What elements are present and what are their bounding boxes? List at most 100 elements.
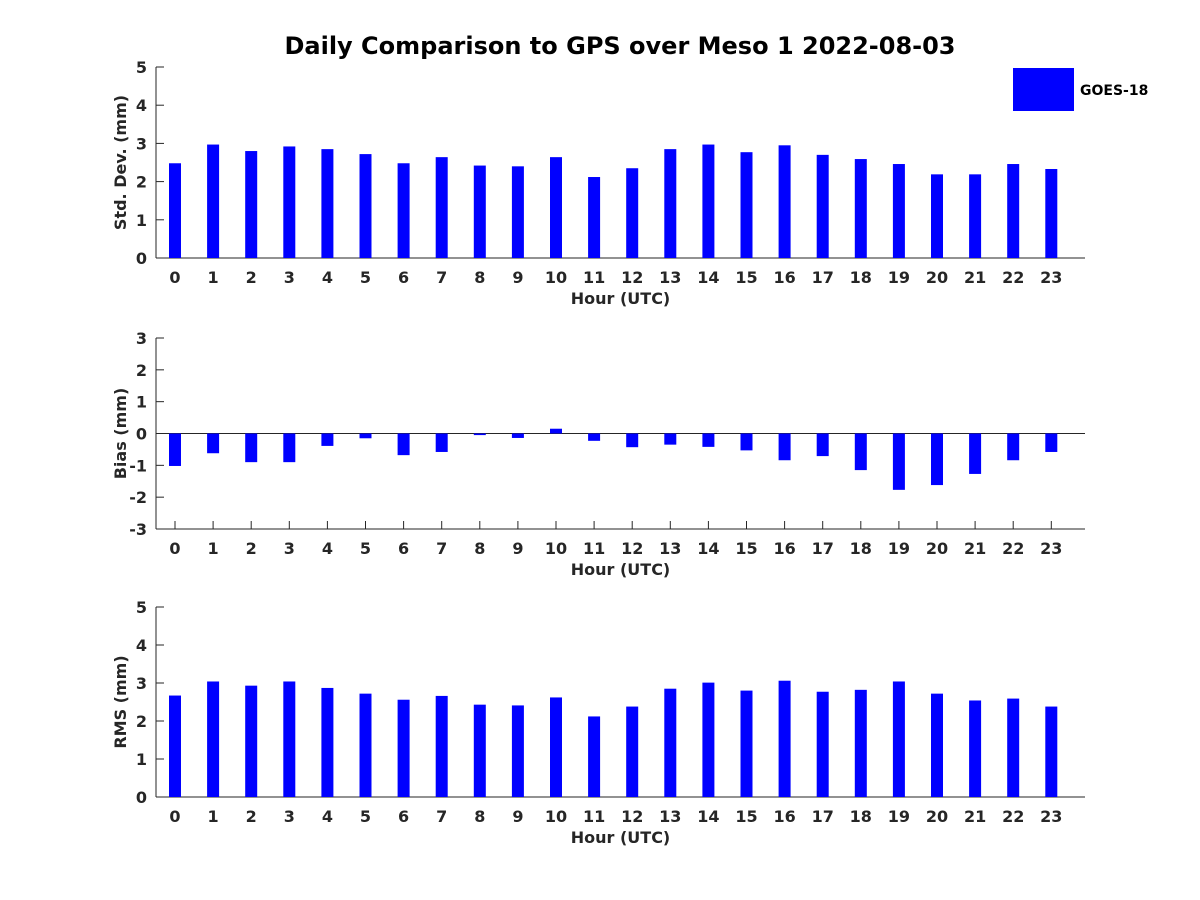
std-dev-x-tick-label: 9 <box>512 268 523 287</box>
bias-bar <box>854 433 867 471</box>
rms-bar <box>969 700 982 797</box>
std-dev-x-tick-label: 7 <box>436 268 447 287</box>
legend-label: GOES-18 <box>1080 83 1148 99</box>
bias-bar <box>550 428 562 434</box>
bias-bar <box>816 433 829 457</box>
bias-bar <box>435 433 448 452</box>
bias-x-tick-label: 10 <box>545 539 567 558</box>
rms-y-tick-label: 4 <box>136 636 147 655</box>
rms-x-tick-label: 5 <box>360 807 371 826</box>
rms-y-tick-label: 5 <box>136 598 147 617</box>
std-dev-y-tick-label: 3 <box>136 134 147 153</box>
bias-bar <box>626 433 639 448</box>
rms-bar <box>892 681 905 797</box>
std-dev-x-tick-label: 1 <box>208 268 219 287</box>
rms-x-tick-label: 7 <box>436 807 447 826</box>
rms-bar <box>397 699 410 797</box>
rms-x-tick-label: 22 <box>1002 807 1024 826</box>
bias-x-tick-label: 23 <box>1040 539 1062 558</box>
std-dev-bar <box>245 151 258 258</box>
bias-bar <box>1045 433 1058 452</box>
rms-bar <box>473 704 486 797</box>
rms-x-tick-label: 17 <box>812 807 834 826</box>
std-dev-x-tick-label: 12 <box>621 268 643 287</box>
std-dev-x-tick-label: 13 <box>659 268 681 287</box>
bias-x-tick-label: 2 <box>246 539 257 558</box>
std-dev-bar <box>892 164 905 258</box>
rms-bar <box>207 681 220 797</box>
bias-bar <box>283 433 296 463</box>
bias-bar <box>511 433 524 438</box>
rms-bar <box>664 688 677 797</box>
bias-bar <box>702 433 715 447</box>
std-dev-x-tick-label: 20 <box>926 268 948 287</box>
rms-y-tick-label: 3 <box>136 674 147 693</box>
bias-x-tick-label: 12 <box>621 539 643 558</box>
std-dev-x-tick-label: 2 <box>246 268 257 287</box>
bias-x-tick-label: 9 <box>512 539 523 558</box>
std-dev-x-tick-label: 3 <box>284 268 295 287</box>
rms-bar <box>321 687 334 797</box>
bias-bar <box>245 433 258 463</box>
rms-bar <box>511 705 524 797</box>
bias-bar <box>969 433 982 474</box>
std-dev-bar <box>435 157 448 258</box>
rms-x-tick-label: 3 <box>284 807 295 826</box>
std-dev-x-tick-label: 11 <box>583 268 605 287</box>
std-dev-bar <box>778 145 791 258</box>
std-dev-y-tick-label: 0 <box>136 249 147 268</box>
legend-swatch <box>1013 68 1074 111</box>
rms-x-tick-label: 2 <box>246 807 257 826</box>
chart-title: Daily Comparison to GPS over Meso 1 2022… <box>284 32 955 60</box>
bias-bar <box>588 433 601 441</box>
bias-x-tick-label: 14 <box>697 539 719 558</box>
std-dev-x-tick-label: 6 <box>398 268 409 287</box>
std-dev-y-tick-label: 5 <box>136 58 147 77</box>
rms-bar <box>740 690 753 797</box>
std-dev-bar <box>550 157 562 258</box>
rms-y-tick-label: 0 <box>136 788 147 807</box>
rms-bar <box>435 695 448 797</box>
rms-y-tick-label: 1 <box>136 750 147 769</box>
bias-y-tick-label: -3 <box>129 520 147 539</box>
std-dev-bar <box>588 177 601 258</box>
std-dev-x-tick-label: 22 <box>1002 268 1024 287</box>
rms-x-tick-label: 4 <box>322 807 333 826</box>
bias-y-tick-label: 2 <box>136 361 147 380</box>
rms-x-tick-label: 6 <box>398 807 409 826</box>
bias-x-tick-label: 0 <box>169 539 180 558</box>
std-dev-x-axis-label: Hour (UTC) <box>571 289 671 308</box>
bias-x-tick-label: 19 <box>888 539 910 558</box>
rms-x-tick-label: 8 <box>474 807 485 826</box>
std-dev-bar <box>816 154 829 258</box>
rms-x-tick-label: 1 <box>208 807 219 826</box>
bias-bar <box>778 433 791 461</box>
rms-x-tick-label: 9 <box>512 807 523 826</box>
bias-y-axis-label: Bias (mm) <box>111 388 130 480</box>
rms-x-tick-label: 19 <box>888 807 910 826</box>
bias-y-tick-label: -1 <box>129 456 147 475</box>
std-dev-bar <box>321 149 334 258</box>
bias-x-tick-label: 7 <box>436 539 447 558</box>
rms-bar <box>283 681 296 797</box>
rms-x-tick-label: 11 <box>583 807 605 826</box>
rms-bar <box>702 682 715 797</box>
legend: GOES-18 <box>1013 68 1148 111</box>
rms-x-tick-label: 14 <box>697 807 719 826</box>
bias-x-tick-label: 22 <box>1002 539 1024 558</box>
rms-bar <box>1007 698 1020 797</box>
bias-bar <box>892 433 905 490</box>
std-dev-x-tick-label: 17 <box>812 268 834 287</box>
bias-x-tick-label: 15 <box>735 539 757 558</box>
rms-x-tick-label: 13 <box>659 807 681 826</box>
std-dev-bar <box>740 152 753 258</box>
rms-x-tick-label: 12 <box>621 807 643 826</box>
bias-x-tick-label: 16 <box>773 539 795 558</box>
bias-bar <box>397 433 410 456</box>
bias-bar <box>169 433 181 466</box>
rms-bar <box>169 695 181 797</box>
std-dev-bar <box>969 174 982 258</box>
bias-x-tick-label: 13 <box>659 539 681 558</box>
bias-x-tick-label: 6 <box>398 539 409 558</box>
bias-x-tick-label: 18 <box>850 539 872 558</box>
